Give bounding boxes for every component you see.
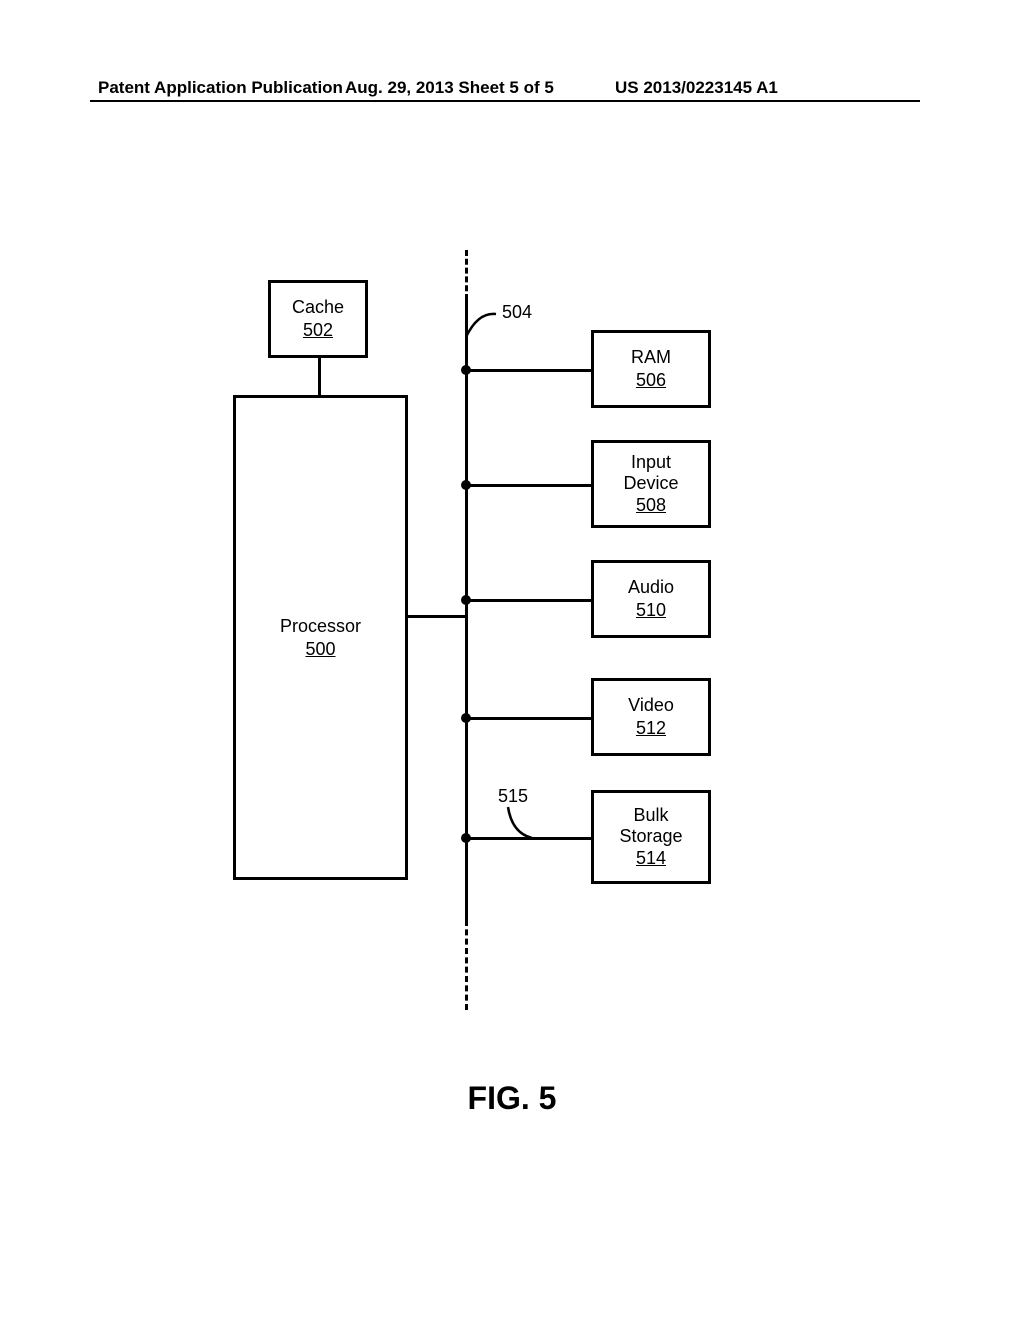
bus-top-dashed xyxy=(465,250,468,300)
cache-label: Cache xyxy=(292,297,344,318)
input-device-label: Input Device xyxy=(623,452,678,493)
cache-box: Cache 502 xyxy=(268,280,368,358)
ram-box: RAM 506 xyxy=(591,330,711,408)
conn-processor-bus xyxy=(408,615,465,618)
input-device-box: Input Device 508 xyxy=(591,440,711,528)
figure-caption: FIG. 5 xyxy=(0,1080,1024,1117)
dot-bulk xyxy=(461,833,471,843)
leader-515 xyxy=(500,805,538,841)
audio-label: Audio xyxy=(628,577,674,598)
conn-bus-input xyxy=(465,484,591,487)
video-box: Video 512 xyxy=(591,678,711,756)
video-ref: 512 xyxy=(636,718,666,739)
dot-audio xyxy=(461,595,471,605)
patent-page: Patent Application Publication Aug. 29, … xyxy=(0,0,1024,1320)
video-label: Video xyxy=(628,695,674,716)
cache-ref: 502 xyxy=(303,320,333,341)
conn-bus-video xyxy=(465,717,591,720)
processor-box: Processor 500 xyxy=(233,395,408,880)
conn-cache-processor xyxy=(318,358,321,395)
dot-input xyxy=(461,480,471,490)
ram-ref: 506 xyxy=(636,370,666,391)
processor-label: Processor xyxy=(280,616,361,637)
processor-ref: 500 xyxy=(305,639,335,660)
bus-solid xyxy=(465,300,468,920)
callout-515: 515 xyxy=(498,786,528,807)
leader-504 xyxy=(460,300,500,342)
conn-bus-ram xyxy=(465,369,591,372)
block-diagram: Cache 502 Processor 500 RAM 506 Input De… xyxy=(0,0,1024,1320)
callout-504: 504 xyxy=(502,302,532,323)
dot-video xyxy=(461,713,471,723)
audio-box: Audio 510 xyxy=(591,560,711,638)
dot-ram xyxy=(461,365,471,375)
ram-label: RAM xyxy=(631,347,671,368)
bulk-storage-box: Bulk Storage 514 xyxy=(591,790,711,884)
bulk-storage-ref: 514 xyxy=(636,848,666,869)
bulk-storage-label: Bulk Storage xyxy=(619,805,682,846)
bus-bottom-dashed xyxy=(465,920,468,1010)
input-device-ref: 508 xyxy=(636,495,666,516)
audio-ref: 510 xyxy=(636,600,666,621)
conn-bus-audio xyxy=(465,599,591,602)
